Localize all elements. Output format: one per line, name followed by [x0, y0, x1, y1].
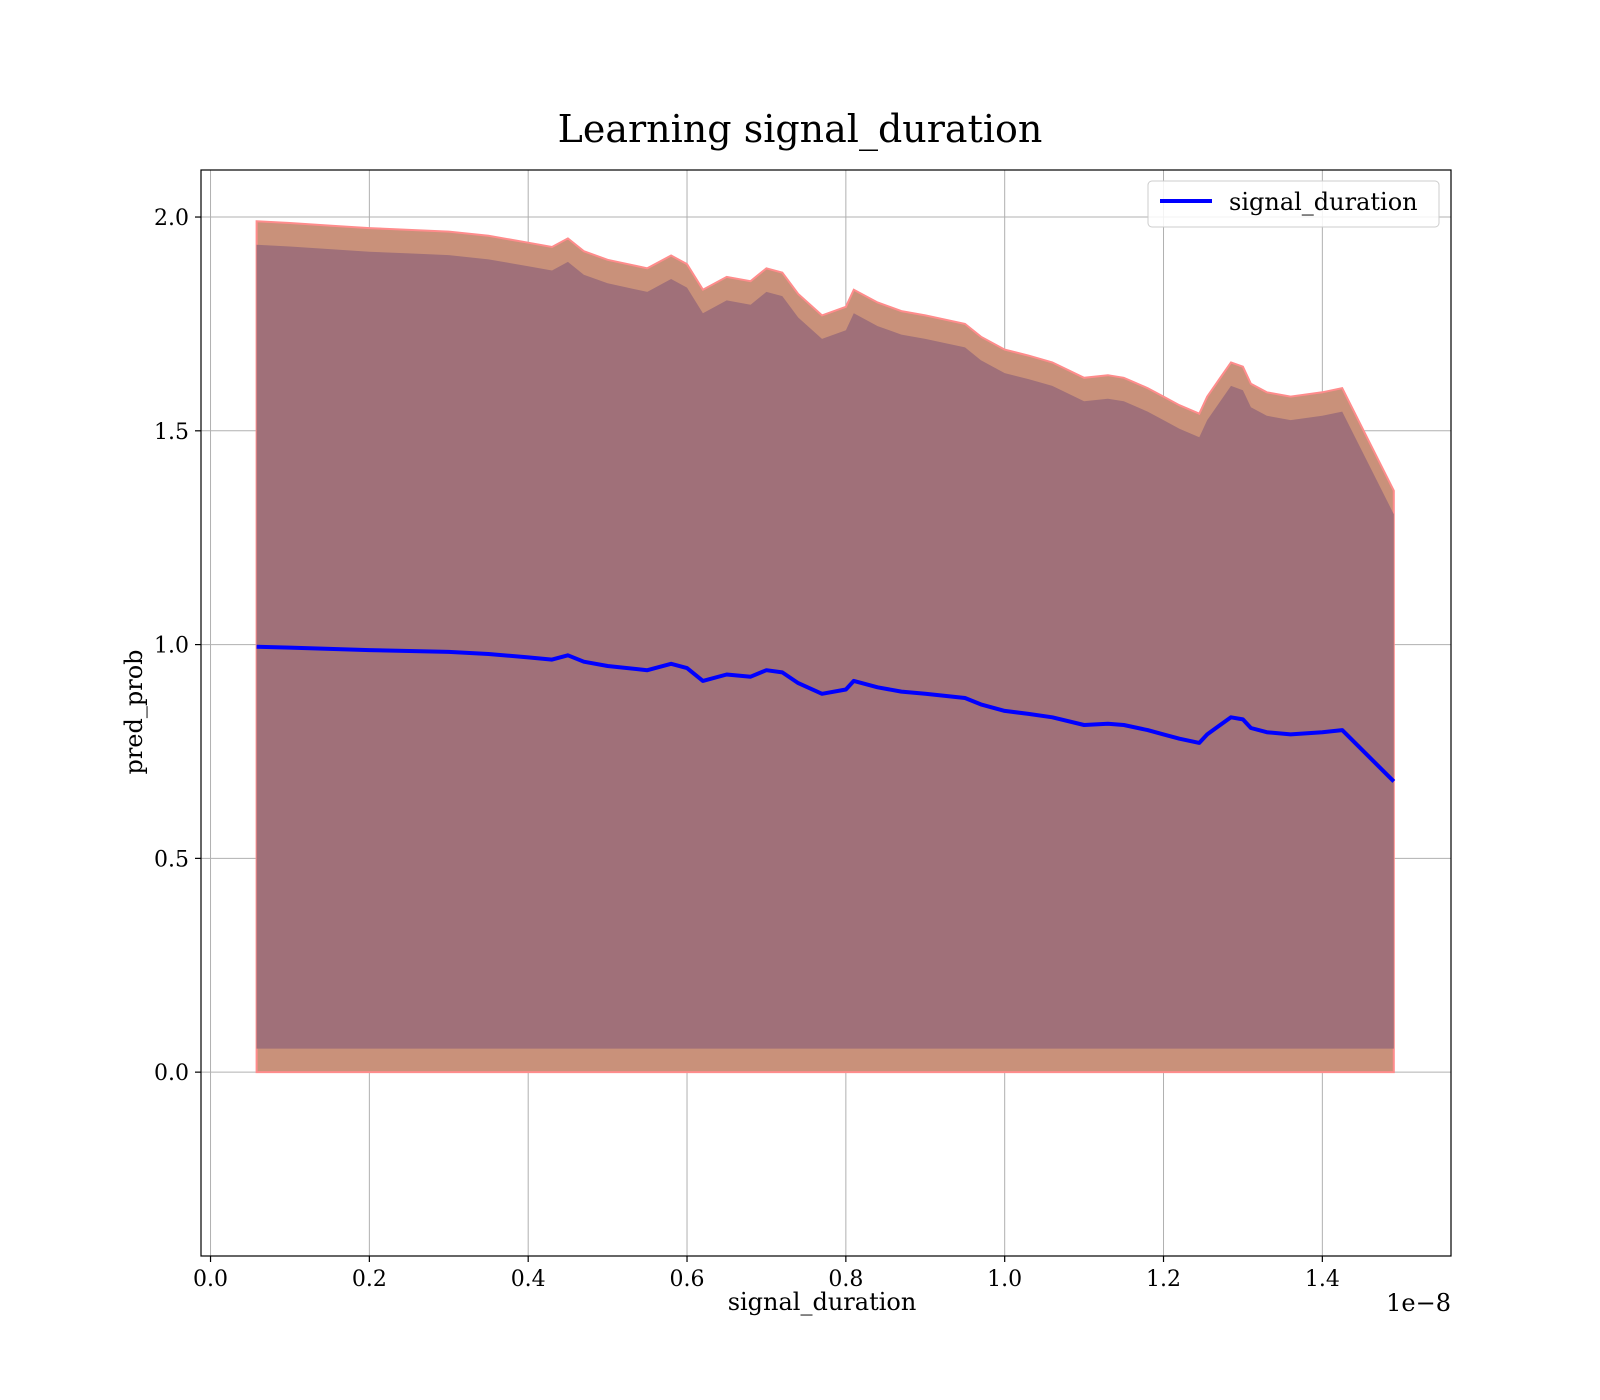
y-tick-label: 1.5 [154, 420, 189, 445]
x-offset-label: 1e−8 [1386, 1289, 1451, 1317]
x-tick-label: 0.2 [352, 1267, 387, 1292]
y-ticks: 0.0 0.5 1.0 1.5 2.0 [154, 206, 201, 1086]
y-tick-label: 0.0 [154, 1061, 189, 1086]
x-tick-label: 0.8 [828, 1267, 863, 1292]
series-polyline [256, 644, 1396, 783]
x-axis-label: signal_duration [728, 1288, 917, 1316]
x-tick-label: 0.4 [511, 1267, 546, 1292]
y-tick-label: 1.0 [154, 634, 189, 659]
x-tick-label: 0.0 [193, 1267, 228, 1292]
legend-box [1147, 180, 1440, 228]
y-tick-label: 0.5 [154, 847, 189, 872]
x-tick-label: 0.6 [670, 1267, 705, 1292]
chart-title: Learning signal_duration [558, 107, 1043, 152]
x-tick-label: 1.2 [1146, 1267, 1181, 1292]
y-tick-label: 2.0 [154, 206, 189, 231]
legend-label: signal_duration [1229, 188, 1418, 216]
legend: signal_duration [1147, 180, 1440, 228]
x-tick-label: 1.0 [987, 1267, 1022, 1292]
plot-frame [200, 169, 1452, 1257]
inner-band-area [256, 244, 1394, 1049]
y-axis-label: pred_prob [120, 649, 148, 774]
x-tick-label: 1.4 [1305, 1267, 1340, 1292]
series-line [256, 644, 1396, 783]
inner-band [256, 244, 1394, 1049]
x-ticks: 0.0 0.2 0.4 0.6 0.8 1.0 1.2 1.4 [193, 1256, 1340, 1292]
